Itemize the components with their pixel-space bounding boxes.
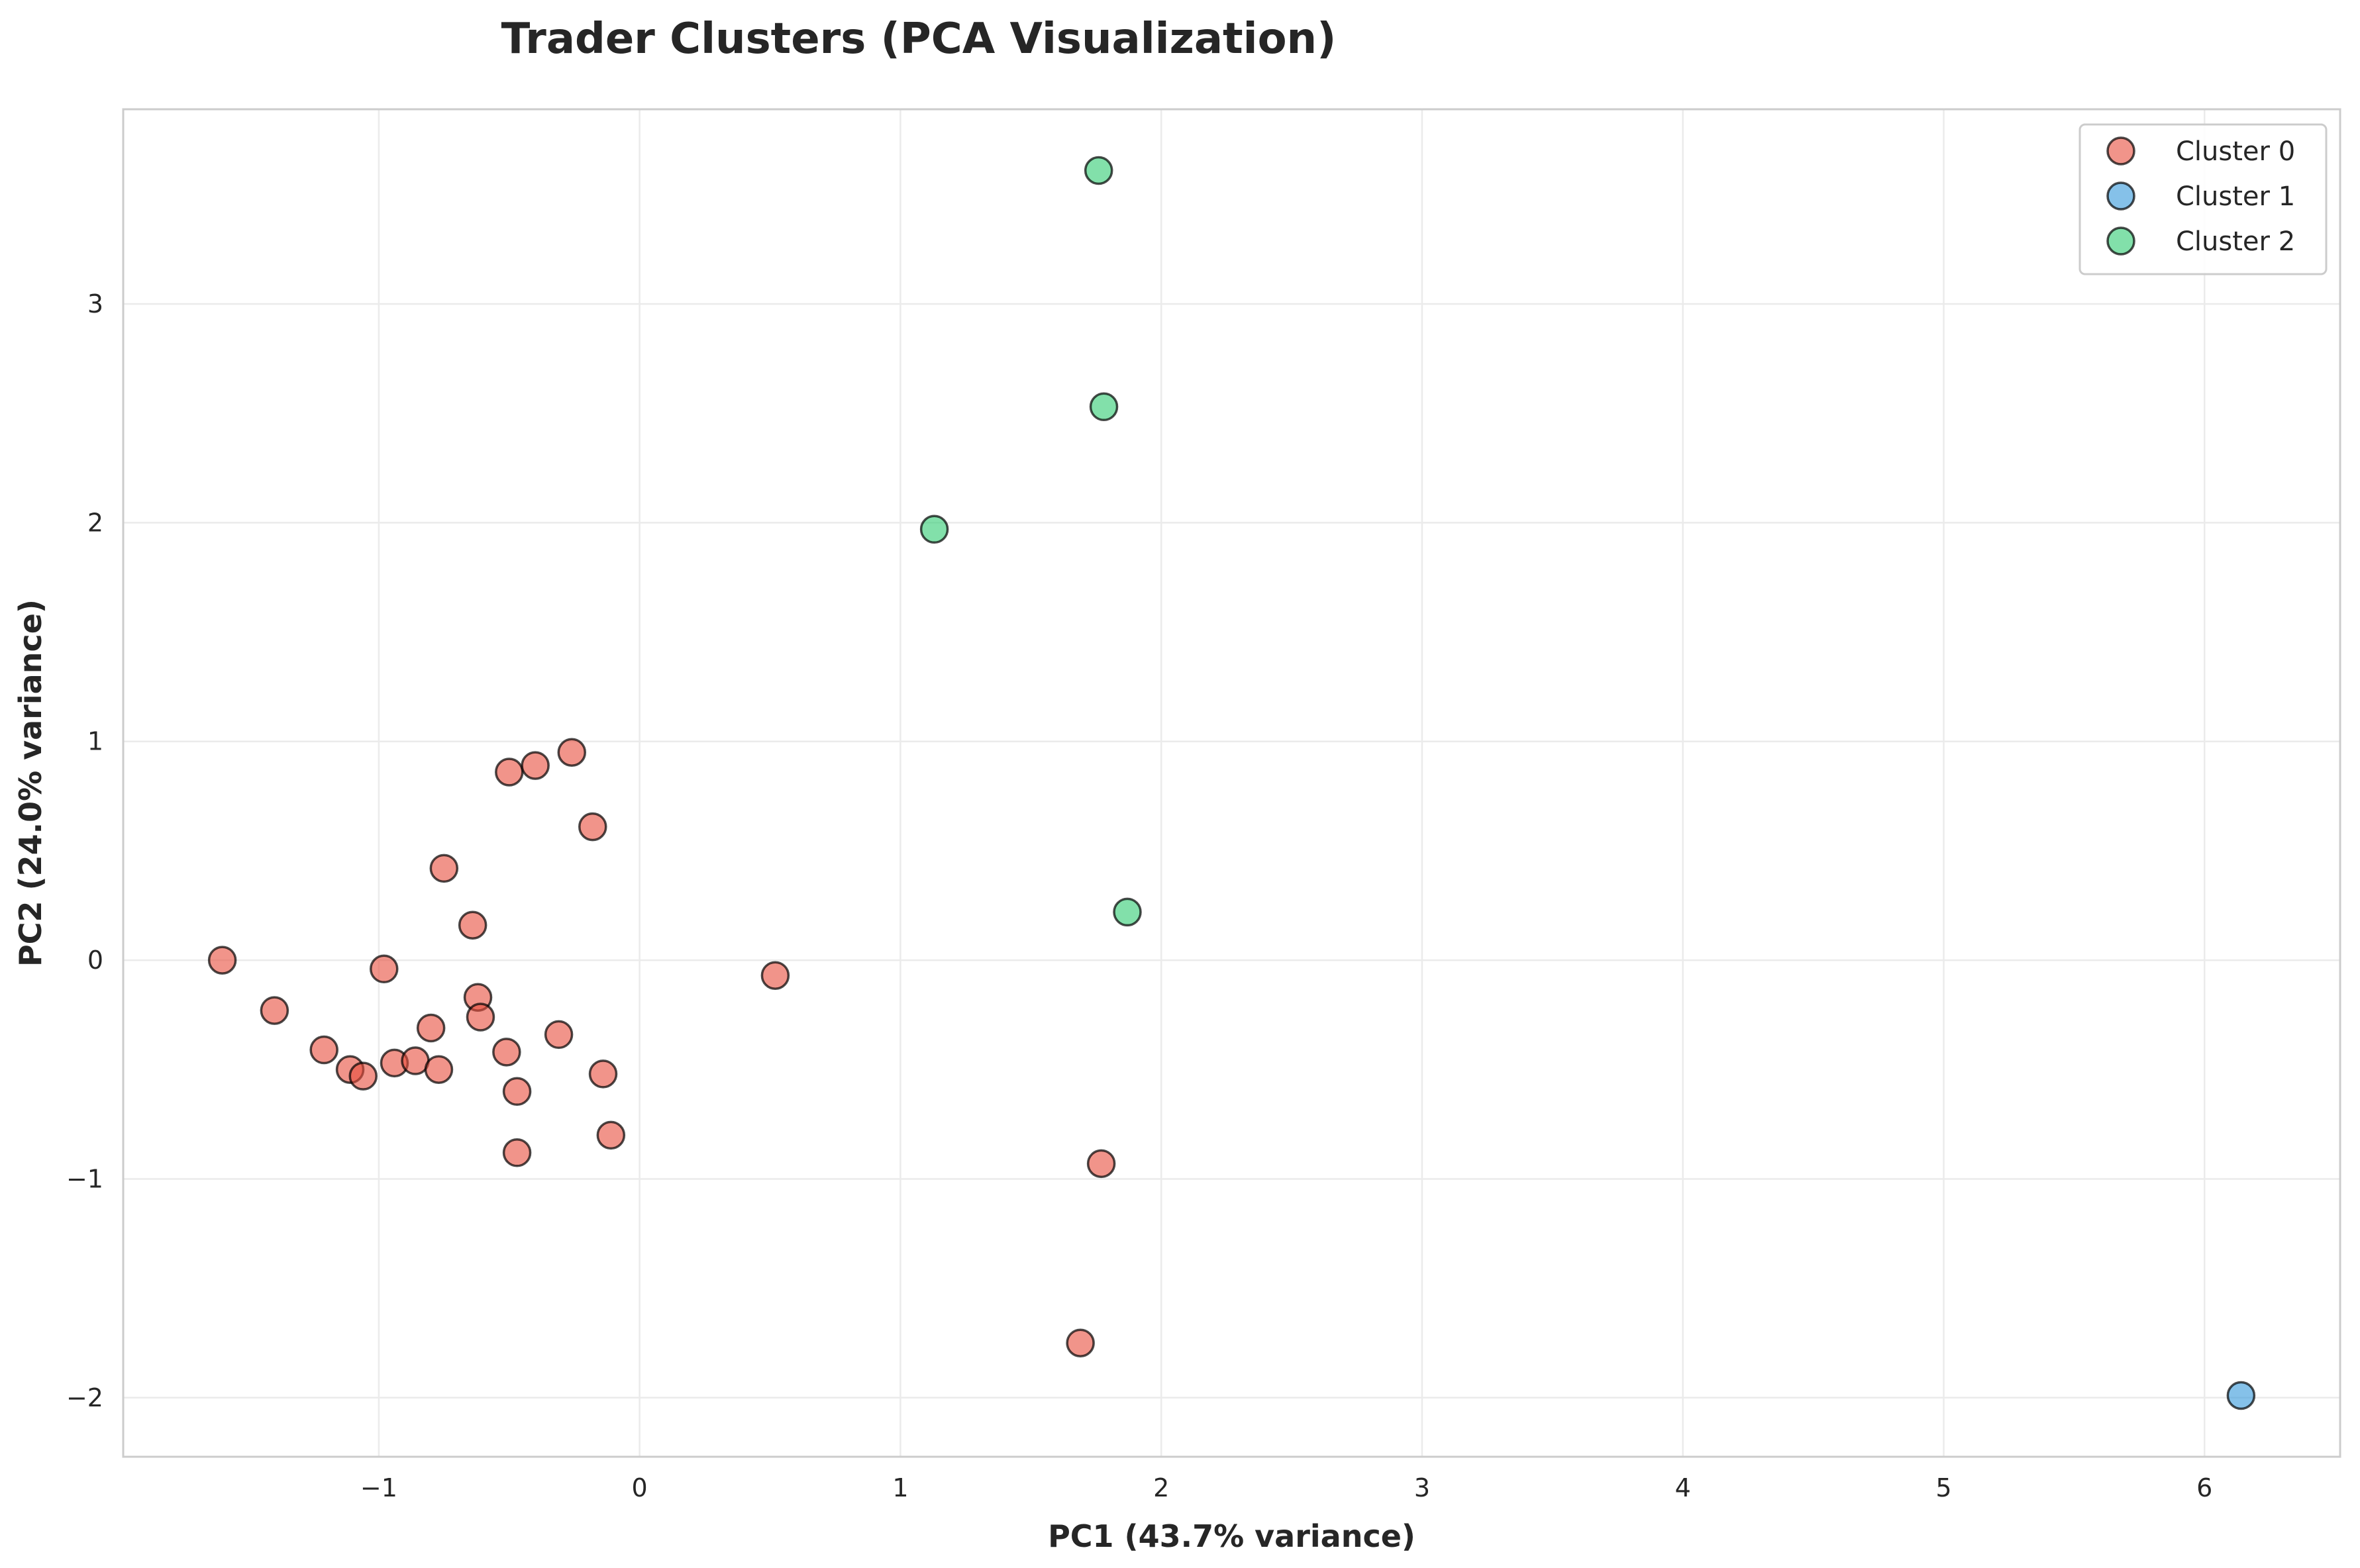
x-tick-label: 4 [1675,1473,1691,1502]
data-point-cluster-0 [429,854,459,883]
data-point-cluster-0 [588,1059,618,1089]
legend-label-cluster-0: Cluster 0 [2176,136,2295,167]
x-tick-label: 3 [1414,1473,1430,1502]
data-point-cluster-0 [557,738,587,767]
x-tick-label: 2 [1153,1473,1169,1502]
data-point-cluster-2 [1113,897,1142,927]
data-point-cluster-0 [466,1003,495,1032]
y-axis-title: PC2 (24.0% variance) [13,599,48,967]
data-point-cluster-1 [2226,1381,2256,1410]
data-point-cluster-0 [348,1061,378,1091]
data-point-cluster-0 [578,812,607,842]
legend-frame [2078,123,2328,275]
y-tick-label: −2 [66,1383,103,1412]
data-points [207,156,2256,1410]
x-tick-label: 1 [892,1473,908,1502]
legend-marker-cluster-1 [2106,181,2135,211]
y-tick-label: 2 [87,508,103,537]
data-point-cluster-2 [1089,392,1119,422]
data-point-cluster-0 [760,961,790,990]
data-point-cluster-2 [1084,156,1113,185]
plot-area-frame [122,108,2341,1458]
legend: Cluster 0 Cluster 1 Cluster 2 [2078,123,2328,275]
data-point-cluster-0 [260,996,289,1025]
chart-title: Trader Clusters (PCA Visualization) [501,15,1337,64]
y-tick-label: 1 [87,727,103,756]
data-point-cluster-0 [495,758,524,787]
data-point-cluster-0 [309,1035,338,1065]
legend-marker-cluster-0 [2106,136,2135,166]
x-axis-title: PC1 (43.7% variance) [1048,1518,1415,1554]
data-point-cluster-0 [502,1138,532,1167]
data-point-cluster-0 [1066,1328,1095,1357]
data-point-cluster-0 [370,954,399,984]
data-point-cluster-0 [458,910,487,940]
y-tick-label: −1 [66,1164,103,1193]
x-tick-label: 0 [632,1473,648,1502]
data-point-cluster-0 [207,946,237,975]
x-tick-label: −1 [360,1473,397,1502]
axis-ticks: −1 0 1 2 3 4 5 6 −2 −1 0 1 2 3 [66,289,2212,1502]
data-point-cluster-2 [919,514,949,544]
data-point-cluster-0 [502,1077,532,1106]
data-point-cluster-0 [544,1020,574,1050]
data-point-cluster-0 [596,1120,626,1150]
y-tick-label: 0 [87,946,103,975]
data-point-cluster-0 [424,1055,454,1085]
data-point-cluster-0 [1086,1149,1116,1179]
x-tick-label: 5 [1935,1473,1951,1502]
data-point-cluster-0 [416,1013,446,1043]
x-tick-label: 6 [2196,1473,2212,1502]
y-tick-label: 3 [87,289,103,318]
data-point-cluster-0 [521,751,550,780]
grid [123,109,2340,1457]
data-point-cluster-0 [492,1038,521,1067]
legend-label-cluster-2: Cluster 2 [2176,226,2295,257]
legend-label-cluster-1: Cluster 1 [2176,181,2295,212]
legend-marker-cluster-2 [2106,226,2135,256]
